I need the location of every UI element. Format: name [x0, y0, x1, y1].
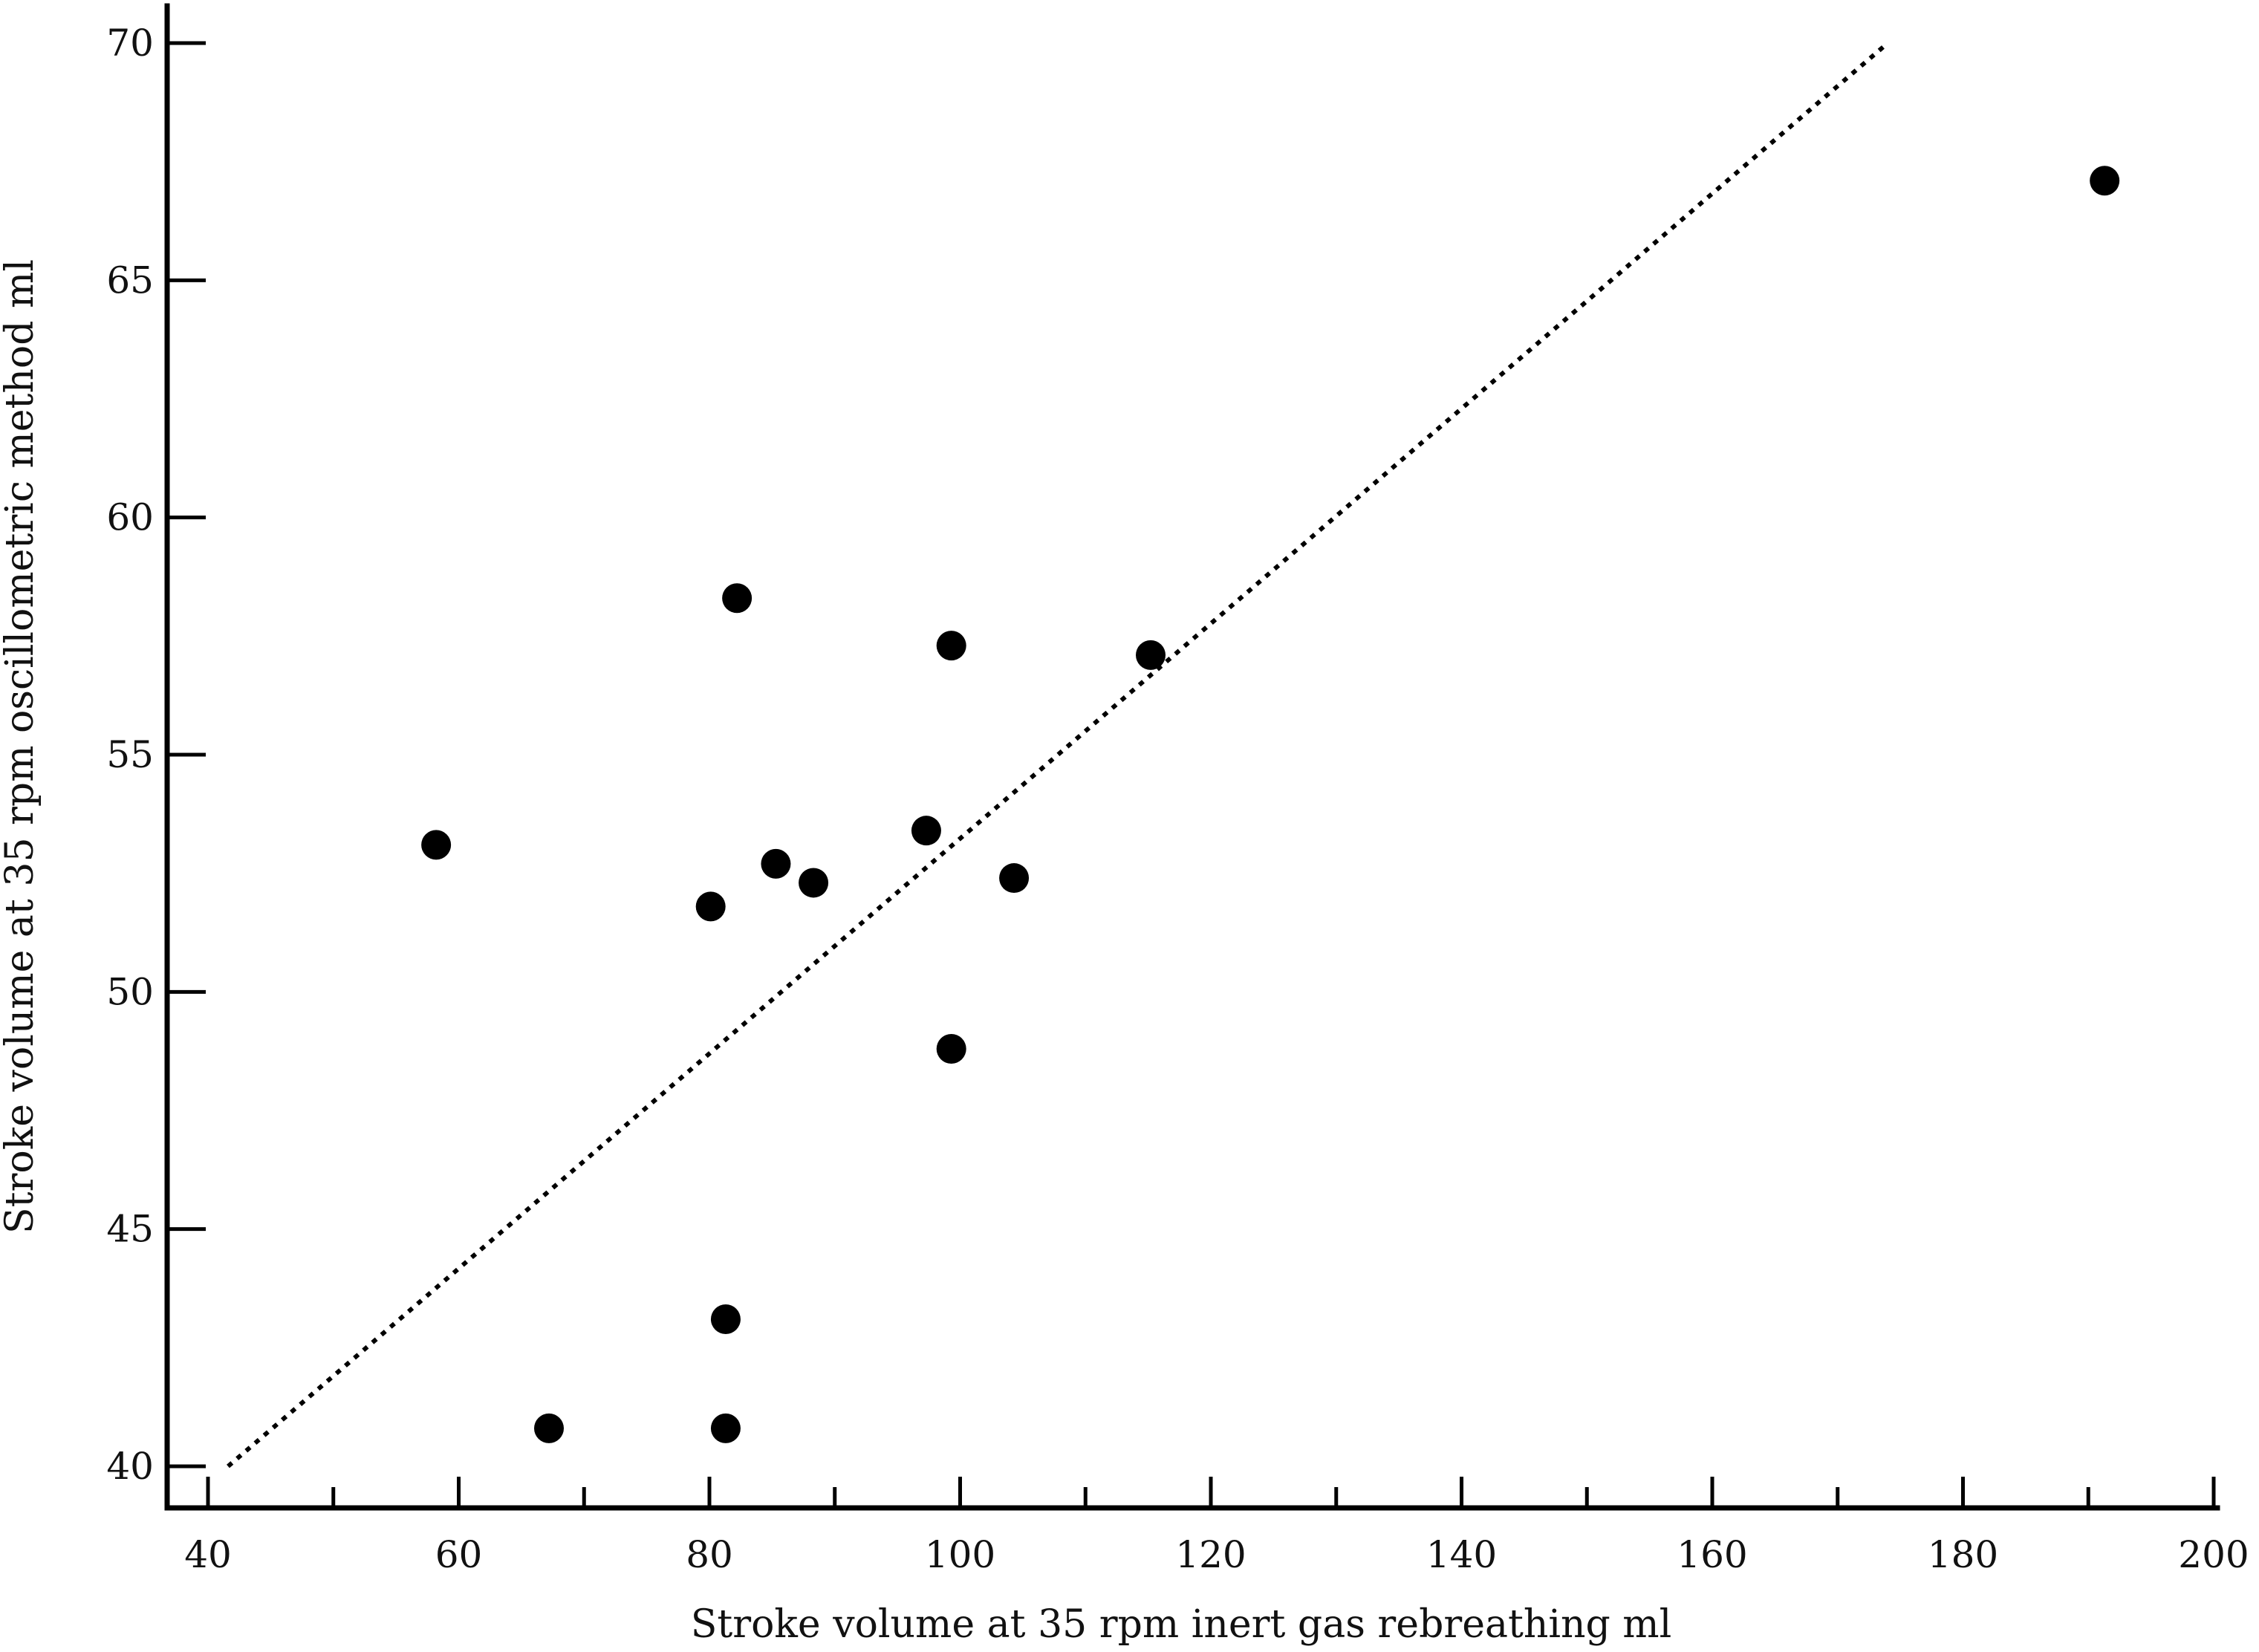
x-tick-label: 200: [2178, 1533, 2249, 1576]
data-point: [799, 868, 829, 898]
x-tick-label: 40: [184, 1533, 232, 1576]
data-point: [936, 631, 966, 661]
y-axis-title: Stroke volume at 35 rpm oscillometric me…: [0, 259, 42, 1234]
x-tick-label: 180: [1928, 1533, 1998, 1576]
x-tick-label: 120: [1175, 1533, 1246, 1576]
data-point: [421, 830, 452, 860]
ticks: 40 60 80 100 120 140 160 180 200 40 45 50 55 60 65 70: [106, 22, 2249, 1576]
y-tick-label: 40: [106, 1445, 154, 1488]
data-point: [710, 1304, 741, 1335]
y-tick-label: 60: [106, 496, 154, 539]
y-tick-label: 45: [106, 1208, 154, 1251]
x-tick-label: 140: [1426, 1533, 1497, 1576]
data-point: [761, 848, 791, 879]
data-point: [534, 1413, 564, 1443]
y-tick-label: 55: [106, 733, 154, 776]
data-point: [936, 1033, 966, 1064]
reference-line-layer: [227, 41, 1890, 1469]
data-point: [695, 891, 726, 922]
x-tick-label: 100: [925, 1533, 995, 1576]
x-axis-title: Stroke volume at 35 rpm inert gas rebrea…: [691, 1602, 1672, 1647]
x-tick-label: 80: [686, 1533, 733, 1576]
data-point: [722, 583, 753, 614]
x-tick-label: 160: [1677, 1533, 1747, 1576]
data-point: [2090, 166, 2120, 196]
data-points: [421, 166, 2120, 1443]
y-tick-label: 65: [106, 258, 154, 302]
data-point: [911, 816, 941, 846]
data-point: [1136, 640, 1166, 670]
y-tick-label: 70: [106, 22, 154, 65]
y-tick-label: 50: [106, 970, 154, 1013]
reference-line: [227, 41, 1890, 1469]
axes: [164, 3, 2220, 1511]
x-tick-label: 60: [435, 1533, 483, 1576]
data-point: [710, 1413, 741, 1443]
data-point: [999, 863, 1030, 894]
